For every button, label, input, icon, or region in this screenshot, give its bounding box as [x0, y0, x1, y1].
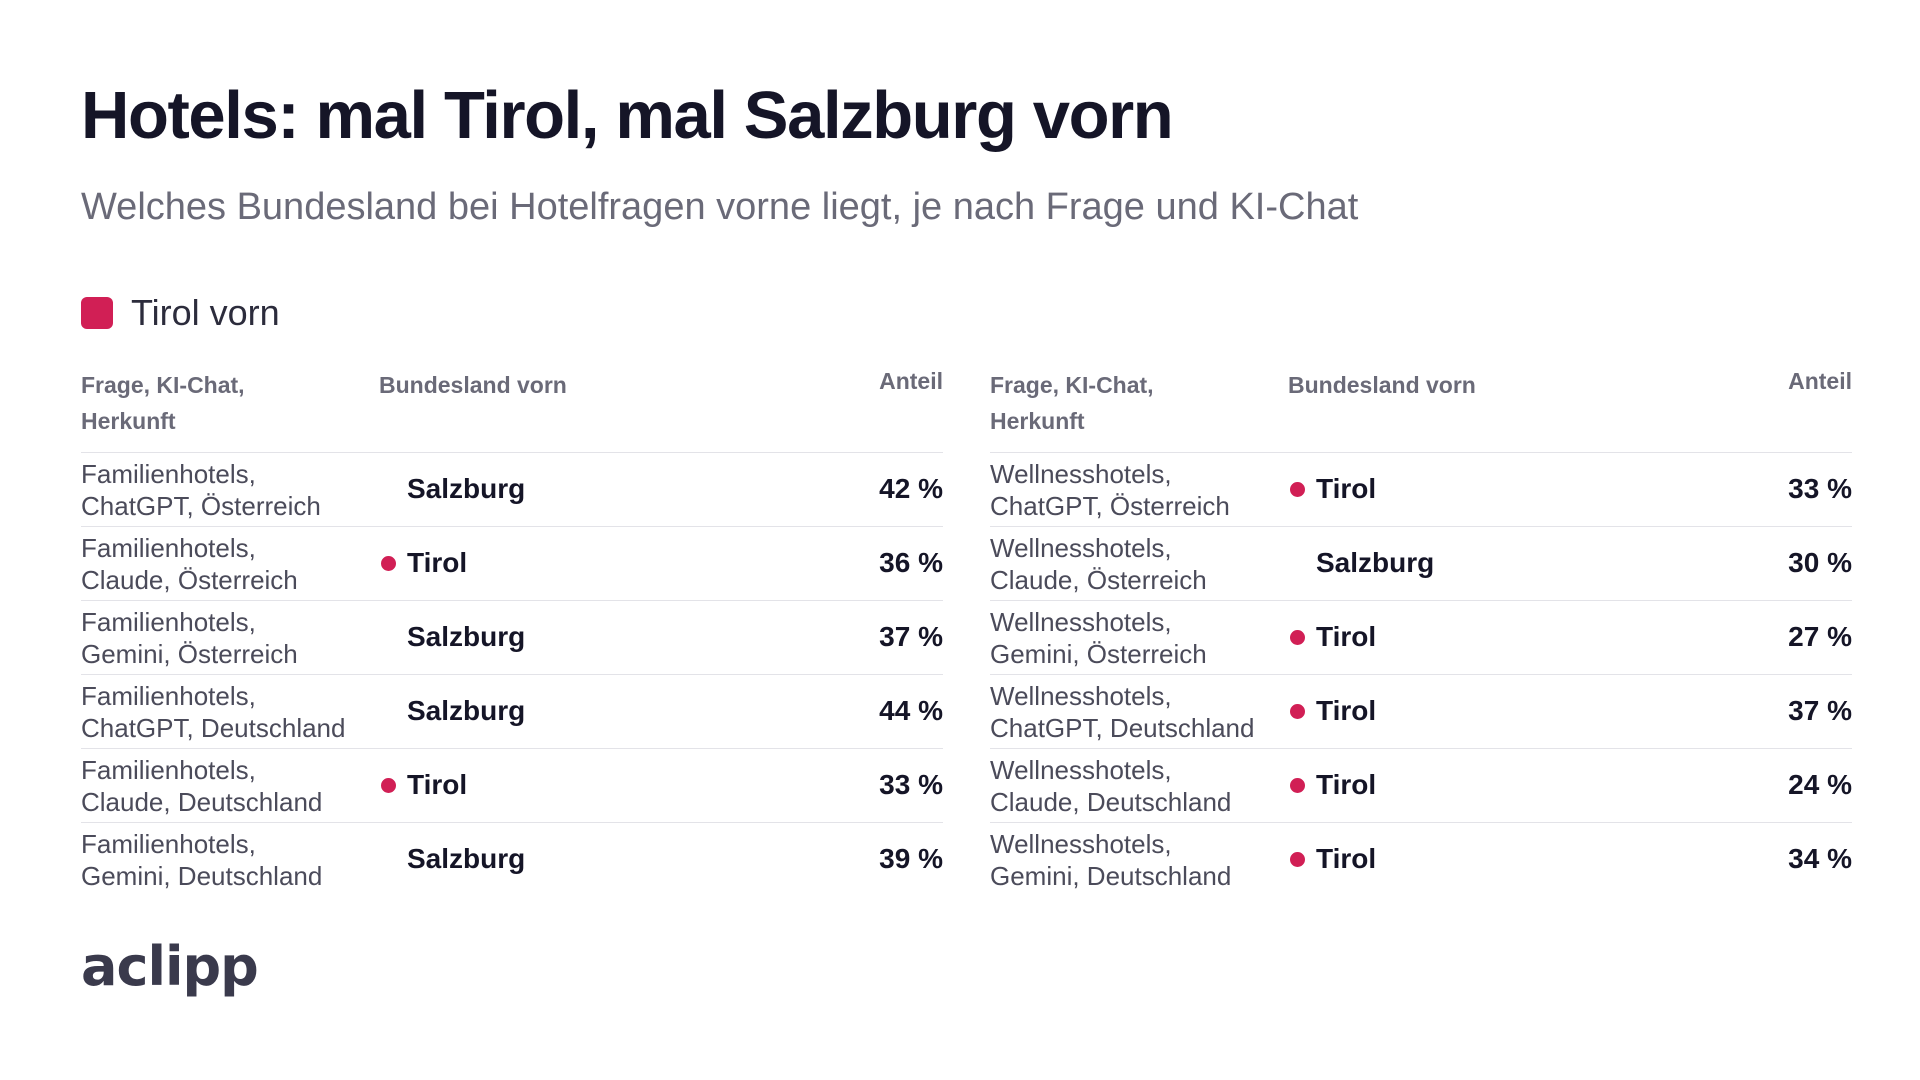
table-row: Wellnesshotels, Gemini, Österreich Tirol 27…: [990, 601, 1852, 675]
share-value: 34 %: [1788, 843, 1852, 874]
question-label: Familienhotels, ChatGPT, Österreich: [81, 458, 381, 522]
question-label: Wellnesshotels, ChatGPT, Deutschland: [990, 680, 1290, 744]
question-label-line-2: Gemini, Deutschland: [81, 861, 323, 891]
leading-state: Salzburg: [407, 621, 526, 652]
leading-state: Salzburg: [407, 695, 526, 726]
question-label: Familienhotels, Gemini, Deutschland: [81, 828, 381, 892]
column-header-state: Bundesland vorn: [379, 372, 567, 398]
share-value: 30 %: [1788, 547, 1852, 578]
question-label: Wellnesshotels, ChatGPT, Österreich: [990, 458, 1290, 522]
tirol-dot-marker: [1290, 778, 1305, 793]
table-row: Familienhotels, Claude, Österreich Tirol 36…: [81, 527, 943, 601]
question-label-line-2: Claude, Deutschland: [990, 787, 1232, 817]
question-label-line-2: ChatGPT, Deutschland: [81, 713, 346, 743]
question-label-line-2: Claude, Deutschland: [81, 787, 323, 817]
table-body: Familienhotels, ChatGPT, Österreich Salzbu…: [81, 453, 943, 896]
column-header-state: Bundesland vorn: [1288, 372, 1476, 398]
question-label-line-2: ChatGPT, Österreich: [81, 491, 321, 521]
leading-state: Salzburg: [407, 843, 526, 874]
legend: Tirol vorn: [81, 295, 280, 331]
share-value: 37 %: [879, 621, 943, 652]
question-label-line-2: Gemini, Österreich: [990, 639, 1207, 669]
question-label: Wellnesshotels, Gemini, Österreich: [990, 606, 1290, 670]
legend-swatch: [81, 297, 113, 329]
question-label-line-1: Familienhotels,: [81, 755, 256, 785]
table-wellnesshotels: Frage, KI-Chat, Herkunft Bundesland vorn…: [990, 367, 1852, 896]
page-title: Hotels: mal Tirol, mal Salzburg vorn: [81, 78, 1174, 153]
question-label-line-1: Wellnesshotels,: [990, 607, 1172, 637]
page-subtitle: Welches Bundesland bei Hotelfragen vorne…: [81, 186, 1359, 228]
table-row: Familienhotels, Gemini, Deutschland Salzbu…: [81, 823, 943, 896]
table-row: Wellnesshotels, ChatGPT, Österreich Tirol 3…: [990, 453, 1852, 527]
question-label-line-1: Familienhotels,: [81, 681, 256, 711]
share-value: 33 %: [1788, 473, 1852, 504]
share-value: 27 %: [1788, 621, 1852, 652]
question-label-line-1: Wellnesshotels,: [990, 829, 1172, 859]
tirol-dot-marker: [1290, 482, 1305, 497]
table-familienhotels: Frage, KI-Chat, Herkunft Bundesland vorn…: [81, 367, 943, 896]
table-header: Frage, KI-Chat, Herkunft Bundesland vorn…: [990, 367, 1852, 453]
tirol-dot-marker: [381, 778, 396, 793]
table-header: Frage, KI-Chat, Herkunft Bundesland vorn…: [81, 367, 943, 453]
aclipp-logo: aclipp: [81, 935, 259, 998]
question-label-line-2: Gemini, Österreich: [81, 639, 298, 669]
table-row: Familienhotels, ChatGPT, Österreich Salzbu…: [81, 453, 943, 527]
table-row: Wellnesshotels, Gemini, Deutschland Tirol 3…: [990, 823, 1852, 896]
table-row: Wellnesshotels, ChatGPT, Deutschland Tirol…: [990, 675, 1852, 749]
tirol-dot-marker: [1290, 630, 1305, 645]
question-label-line-2: ChatGPT, Deutschland: [990, 713, 1255, 743]
legend-label: Tirol vorn: [131, 292, 280, 333]
question-label: Wellnesshotels, Claude, Deutschland: [990, 754, 1290, 818]
share-value: 24 %: [1788, 769, 1852, 800]
table-row: Familienhotels, ChatGPT, Deutschland Salzb…: [81, 675, 943, 749]
question-label-line-1: Wellnesshotels,: [990, 755, 1172, 785]
question-label-line-2: Claude, Österreich: [990, 565, 1207, 595]
table-row: Wellnesshotels, Claude, Österreich Salzbur…: [990, 527, 1852, 601]
question-label-line-1: Familienhotels,: [81, 459, 256, 489]
question-label-line-1: Familienhotels,: [81, 607, 256, 637]
share-value: 42 %: [879, 473, 943, 504]
leading-state: Tirol: [1316, 621, 1377, 652]
leading-state: Tirol: [407, 547, 468, 578]
question-label-line-1: Familienhotels,: [81, 829, 256, 859]
table-row: Wellnesshotels, Claude, Deutschland Tirol 2…: [990, 749, 1852, 823]
share-value: 44 %: [879, 695, 943, 726]
tirol-dot-marker: [1290, 704, 1305, 719]
leading-state: Tirol: [1316, 843, 1377, 874]
leading-state: Salzburg: [407, 473, 526, 504]
tirol-dot-marker: [381, 556, 396, 571]
question-label: Familienhotels, Claude, Österreich: [81, 532, 381, 596]
question-label: Familienhotels, ChatGPT, Deutschland: [81, 680, 381, 744]
question-label-line-1: Wellnesshotels,: [990, 459, 1172, 489]
share-value: 33 %: [879, 769, 943, 800]
question-label: Wellnesshotels, Gemini, Deutschland: [990, 828, 1290, 892]
column-header-share: Anteil: [1788, 368, 1852, 394]
leading-state: Tirol: [407, 769, 468, 800]
column-header-question: Frage, KI-Chat, Herkunft: [990, 372, 1154, 434]
share-value: 36 %: [879, 547, 943, 578]
chart-page: Hotels: mal Tirol, mal Salzburg vorn Wel…: [81, 0, 1852, 1080]
question-label: Wellnesshotels, Claude, Österreich: [990, 532, 1290, 596]
tirol-dot-marker: [1290, 852, 1305, 867]
leading-state: Salzburg: [1316, 547, 1435, 578]
question-label: Familienhotels, Claude, Deutschland: [81, 754, 381, 818]
question-label: Familienhotels, Gemini, Österreich: [81, 606, 381, 670]
question-label-line-1: Wellnesshotels,: [990, 681, 1172, 711]
leading-state: Tirol: [1316, 695, 1377, 726]
share-value: 37 %: [1788, 695, 1852, 726]
question-label-line-2: Gemini, Deutschland: [990, 861, 1232, 891]
share-value: 39 %: [879, 843, 943, 874]
table-row: Familienhotels, Gemini, Österreich Salzbur…: [81, 601, 943, 675]
column-header-question: Frage, KI-Chat, Herkunft: [81, 372, 245, 434]
question-label-line-1: Wellnesshotels,: [990, 533, 1172, 563]
table-row: Familienhotels, Claude, Deutschland Tirol 3…: [81, 749, 943, 823]
table-body: Wellnesshotels, ChatGPT, Österreich Tirol 3…: [990, 453, 1852, 896]
question-label-line-1: Familienhotels,: [81, 533, 256, 563]
leading-state: Tirol: [1316, 473, 1377, 504]
column-header-share: Anteil: [879, 368, 943, 394]
question-label-line-2: ChatGPT, Österreich: [990, 491, 1230, 521]
question-label-line-2: Claude, Österreich: [81, 565, 298, 595]
leading-state: Tirol: [1316, 769, 1377, 800]
